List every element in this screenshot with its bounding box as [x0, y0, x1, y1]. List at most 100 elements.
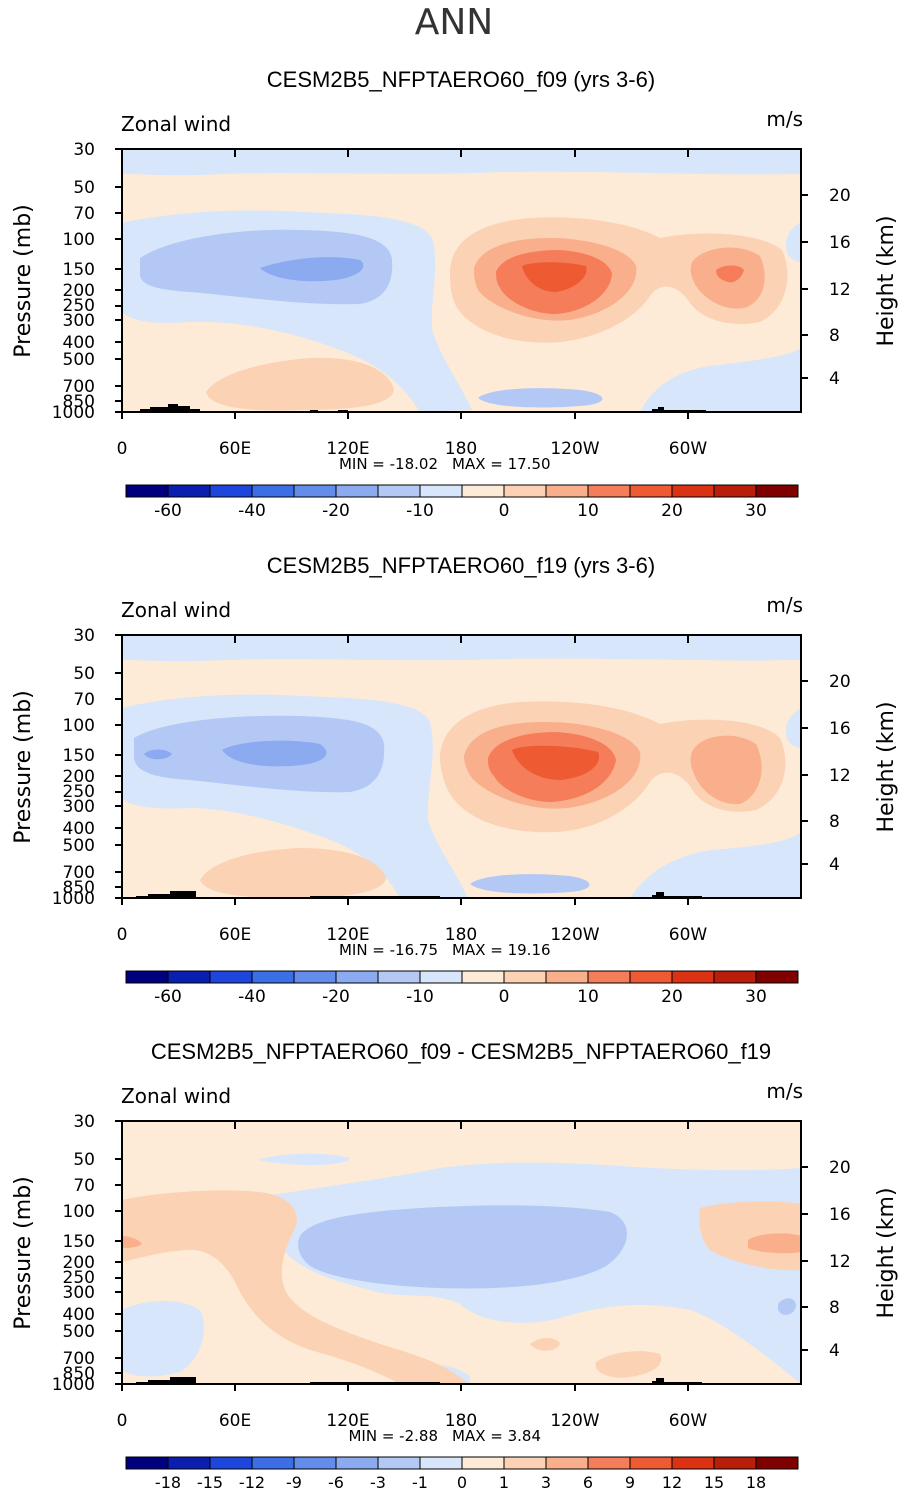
- y-tick-label: 50: [73, 1150, 95, 1170]
- colorbar-tick-label: -20: [322, 501, 350, 521]
- y-tick-label: 500: [63, 836, 95, 856]
- colorbar-swatch: [209, 484, 253, 498]
- panel-3-min-label: MIN = -2.88: [348, 1427, 438, 1445]
- colorbar-swatch: [251, 484, 295, 498]
- panel-3-y-axis-title: Pressure (mb): [11, 1176, 36, 1330]
- y-tick-label: 850: [63, 392, 95, 412]
- x-tick-label: 60E: [219, 1411, 251, 1431]
- panel-3-y2-axis: 20 16 12 8 4: [829, 1158, 851, 1361]
- colorbar-swatch: [335, 970, 379, 984]
- panel-2-y-axis-title: Pressure (mb): [11, 690, 36, 844]
- panel-1-upper-easterlies: [122, 149, 801, 176]
- panel-3-lower-positive-pacific: [595, 1351, 662, 1378]
- colorbar-tick-label: 10: [577, 501, 599, 521]
- panel-2-y-axis: 30 50 70 100 150 200 250 300 400 500 700…: [52, 626, 95, 909]
- panel-1-atlantic-easterlies: [785, 222, 801, 262]
- colorbar-tick-label: 20: [661, 987, 683, 1007]
- y-tick-label: 400: [63, 1305, 95, 1325]
- colorbar-tick-label: -3: [370, 1473, 386, 1492]
- colorbar-swatch: [461, 484, 505, 498]
- panel-3-title: CESM2B5_NFPTAERO60_f09 - CESM2B5_NFPTAER…: [151, 1039, 771, 1064]
- panel-3-x-axis: 0 60E 120E 180 120W 60W: [117, 1411, 708, 1431]
- colorbar-swatch: [125, 1456, 169, 1470]
- panel-3-pacific-negative-inner: [298, 1205, 627, 1289]
- panel-1-atlantic-jet-core: [716, 265, 744, 283]
- panel-2-contour-field: [122, 635, 801, 898]
- colorbar-swatch: [419, 970, 463, 984]
- colorbar-tick-label: 0: [499, 501, 510, 521]
- y2-tick-label: 12: [829, 766, 851, 786]
- colorbar-swatch: [629, 484, 673, 498]
- colorbar-swatch: [293, 484, 337, 498]
- colorbar-swatch: [125, 970, 169, 984]
- panel-3-atlantic-positive: [699, 1201, 801, 1271]
- y-tick-label: 700: [63, 1349, 95, 1369]
- y-tick-label: 150: [63, 1232, 95, 1252]
- colorbar-swatch: [461, 970, 505, 984]
- colorbar-swatch: [713, 970, 757, 984]
- y-tick-label: 70: [73, 204, 95, 224]
- panel-1-colorbar: -60 -40 -20 -10 0 10 20 30: [125, 484, 799, 521]
- y-tick-label: 100: [63, 230, 95, 250]
- colorbar-tick-label: 15: [704, 1473, 724, 1492]
- colorbar-swatch: [377, 970, 421, 984]
- y-tick-label: 30: [73, 140, 95, 160]
- colorbar-swatch: [671, 970, 715, 984]
- colorbar-swatch: [293, 1456, 337, 1470]
- panel-3-upper-negative-patch: [258, 1153, 350, 1166]
- colorbar-swatch: [251, 1456, 295, 1470]
- colorbar-tick-label: 18: [746, 1473, 766, 1492]
- panel-3-west-max: [122, 1236, 142, 1248]
- y2-tick-label: 20: [829, 1158, 851, 1178]
- colorbar-tick-label: 12: [662, 1473, 682, 1492]
- colorbar-swatch: [503, 970, 547, 984]
- colorbar-swatch: [377, 1456, 421, 1470]
- panel-2-surface-westerlies: [200, 848, 386, 898]
- y-tick-label: 70: [73, 1176, 95, 1196]
- colorbar-swatch: [335, 484, 379, 498]
- panel-2-atlantic-easterlies: [785, 708, 801, 748]
- panel-1-westerly-jet-core: [522, 262, 587, 292]
- page-title: ANN: [415, 2, 494, 43]
- colorbar-swatch: [125, 484, 169, 498]
- colorbar-tick-label: 3: [541, 1473, 551, 1492]
- colorbar-tick-label: 1: [499, 1473, 509, 1492]
- y-tick-label: 200: [63, 281, 95, 301]
- y-tick-label: 200: [63, 767, 95, 787]
- colorbar-swatch: [503, 1456, 547, 1470]
- colorbar-tick-label: 6: [583, 1473, 593, 1492]
- colorbar-swatch: [713, 1456, 757, 1470]
- x-tick-label: 120W: [550, 925, 599, 945]
- panel-1-y2-axis-title: Height (km): [874, 215, 899, 346]
- colorbar-tick-label: 30: [745, 987, 767, 1007]
- panel-3-max-label: MAX = 3.84: [452, 1427, 541, 1445]
- y-tick-label: 30: [73, 626, 95, 646]
- colorbar-swatch: [503, 484, 547, 498]
- panel-2-westerly-jet-core: [512, 745, 600, 780]
- y-tick-label: 50: [73, 178, 95, 198]
- colorbar-swatch: [251, 970, 295, 984]
- colorbar-tick-label: -15: [197, 1473, 223, 1492]
- y2-tick-label: 12: [829, 280, 851, 300]
- panel-2-upper-easterlies: [122, 635, 801, 662]
- panel-2-easterly-jet-core: [222, 740, 327, 767]
- colorbar-tick-label: -40: [238, 501, 266, 521]
- colorbar-swatch: [545, 1456, 589, 1470]
- x-tick-label: 60E: [219, 439, 251, 459]
- panel-2-min-label: MIN = -16.75: [339, 941, 438, 959]
- x-tick-label: 180: [445, 439, 477, 459]
- y-tick-label: 500: [63, 1322, 95, 1342]
- x-tick-label: 0: [117, 439, 128, 459]
- colorbar-tick-label: -6: [328, 1473, 344, 1492]
- x-tick-label: 120W: [550, 1411, 599, 1431]
- panel-1-easterly-jet-core: [260, 257, 364, 282]
- colorbar-swatch: [419, 1456, 463, 1470]
- panel-1-surface-easterlies: [478, 388, 603, 408]
- colorbar-swatch: [335, 1456, 379, 1470]
- panel-2-easterly-jet-core-west: [144, 749, 172, 760]
- colorbar-tick-label: 0: [499, 987, 510, 1007]
- panel-2-atlantic-jet-mid: [690, 735, 762, 805]
- colorbar-tick-label: -40: [238, 987, 266, 1007]
- colorbar-swatch: [293, 970, 337, 984]
